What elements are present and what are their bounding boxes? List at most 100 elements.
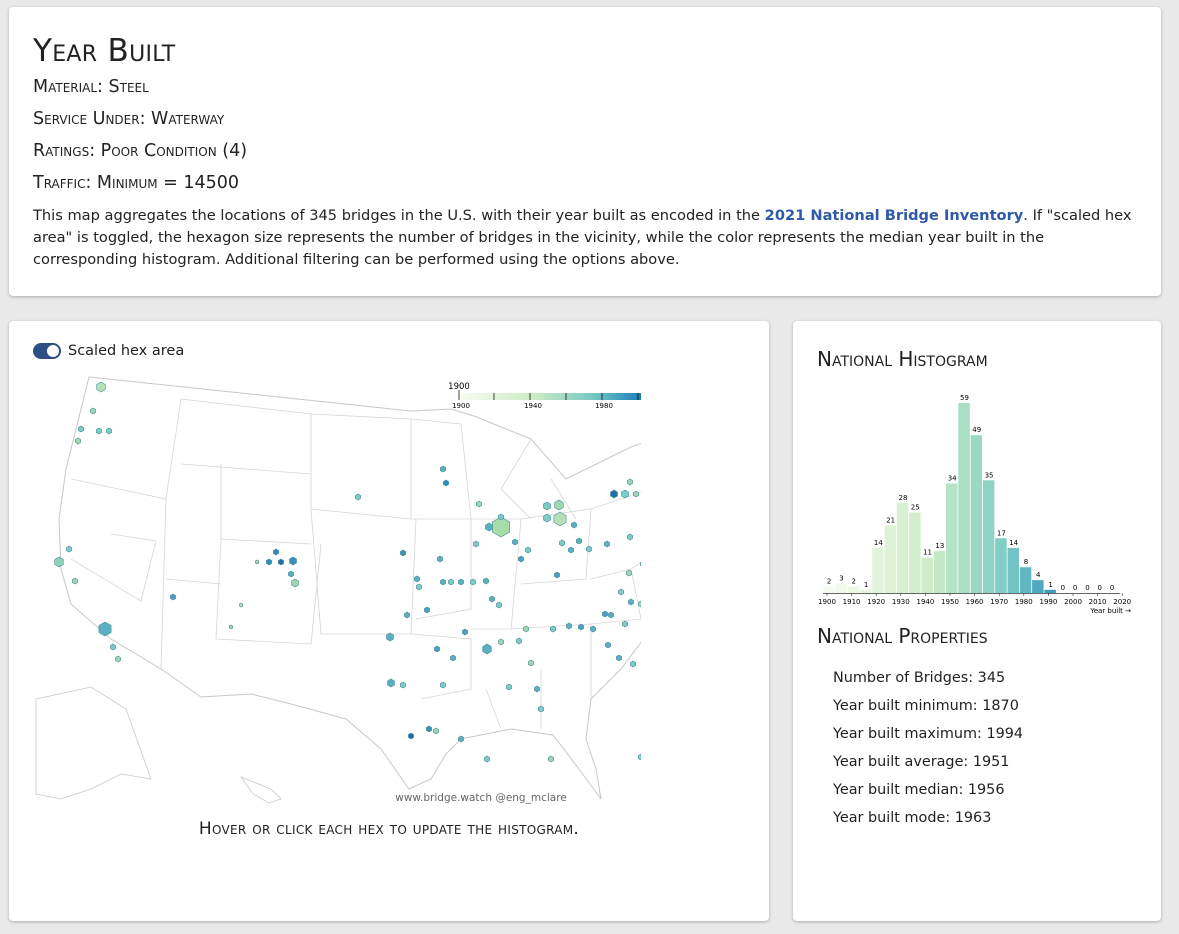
histogram-bar[interactable] (970, 435, 983, 593)
bridge-hex[interactable] (518, 555, 524, 563)
bridge-hex[interactable] (483, 577, 489, 585)
bridge-hex[interactable] (616, 654, 622, 662)
bridge-hex[interactable] (516, 637, 522, 645)
bridge-hex[interactable] (640, 561, 641, 567)
histogram-bar[interactable] (982, 480, 995, 593)
bridge-hex[interactable] (512, 538, 518, 546)
bridge-hex[interactable] (255, 559, 259, 565)
bridge-hex[interactable] (66, 545, 72, 553)
histogram-bar[interactable] (933, 551, 946, 593)
bridge-hex[interactable] (482, 643, 492, 655)
bridge-hex[interactable] (462, 628, 468, 636)
hex-layer[interactable] (54, 381, 641, 763)
bridge-hex[interactable] (75, 437, 81, 445)
bridge-hex[interactable] (559, 539, 565, 547)
bridge-hex[interactable] (553, 511, 567, 527)
histogram-bar[interactable] (958, 403, 970, 593)
bridge-hex[interactable] (489, 595, 495, 603)
bridge-hex[interactable] (627, 478, 633, 486)
us-hex-map[interactable]: 1900 2021 1900 1940 1980 2020 www.bridge… (31, 369, 641, 809)
bridge-hex[interactable] (448, 578, 454, 586)
bridge-hex[interactable] (426, 725, 432, 733)
bridge-hex[interactable] (437, 555, 443, 563)
bridge-hex[interactable] (523, 625, 529, 633)
bridge-hex[interactable] (98, 621, 112, 637)
bridge-hex[interactable] (458, 578, 464, 586)
histogram-bar[interactable] (946, 483, 958, 593)
bridge-hex[interactable] (602, 610, 608, 618)
histogram-bar[interactable] (847, 586, 860, 593)
bridge-hex[interactable] (622, 620, 628, 628)
bridge-hex[interactable] (548, 755, 554, 763)
bridge-hex[interactable] (458, 735, 464, 743)
bridge-hex[interactable] (543, 501, 551, 511)
bridge-hex[interactable] (638, 753, 641, 761)
bridge-hex[interactable] (538, 705, 544, 713)
histogram-bar[interactable] (1007, 547, 1020, 593)
bridge-hex[interactable] (440, 465, 446, 473)
bridge-hex[interactable] (566, 622, 572, 630)
bridge-hex[interactable] (72, 577, 78, 585)
bridge-hex[interactable] (550, 625, 556, 633)
bridge-hex[interactable] (525, 546, 531, 554)
bridge-hex[interactable] (355, 493, 361, 501)
bridge-hex[interactable] (630, 660, 636, 668)
bridge-hex[interactable] (291, 578, 299, 588)
bridge-hex[interactable] (387, 678, 395, 688)
bridge-hex[interactable] (404, 611, 410, 619)
bridge-hex[interactable] (229, 624, 233, 630)
bridge-hex[interactable] (414, 575, 420, 583)
bridge-hex[interactable] (528, 659, 534, 667)
histogram-bar[interactable] (884, 525, 897, 593)
histogram-bar[interactable] (1044, 589, 1056, 593)
nbi-link[interactable]: 2021 National Bridge Inventory (764, 207, 1024, 224)
bridge-hex[interactable] (628, 598, 634, 606)
bridge-hex[interactable] (498, 638, 504, 646)
bridge-hex[interactable] (571, 521, 577, 529)
histogram-bar[interactable] (1019, 567, 1032, 593)
bridge-hex[interactable] (289, 556, 297, 566)
bridge-hex[interactable] (485, 522, 493, 532)
bridge-hex[interactable] (110, 643, 116, 651)
bridge-hex[interactable] (434, 645, 440, 653)
bridge-hex[interactable] (608, 611, 614, 619)
bridge-hex[interactable] (443, 479, 449, 487)
bridge-hex[interactable] (621, 489, 629, 499)
histogram-bar[interactable] (1032, 580, 1044, 593)
bridge-hex[interactable] (605, 641, 611, 649)
bridge-hex[interactable] (400, 549, 406, 557)
bridge-hex[interactable] (618, 588, 624, 596)
bridge-hex[interactable] (386, 632, 394, 642)
bridge-hex[interactable] (473, 540, 479, 548)
bridge-hex[interactable] (433, 727, 439, 735)
bridge-hex[interactable] (400, 681, 406, 689)
scaled-hex-toggle[interactable] (33, 343, 61, 359)
bridge-hex[interactable] (633, 490, 639, 498)
bridge-hex[interactable] (278, 558, 284, 566)
bridge-hex[interactable] (484, 755, 490, 763)
bridge-hex[interactable] (273, 548, 279, 556)
histogram-bar[interactable] (872, 547, 884, 593)
bridge-hex[interactable] (627, 533, 633, 541)
bridge-hex[interactable] (106, 427, 112, 435)
bridge-hex[interactable] (554, 571, 560, 579)
bridge-hex[interactable] (96, 381, 106, 393)
bridge-hex[interactable] (239, 602, 243, 608)
bridge-hex[interactable] (534, 685, 540, 693)
bridge-hex[interactable] (638, 600, 641, 608)
bridge-hex[interactable] (496, 601, 502, 609)
scaled-hex-toggle-row[interactable]: Scaled hex area (33, 343, 184, 359)
bridge-hex[interactable] (568, 546, 574, 554)
bridge-hex[interactable] (78, 425, 84, 433)
histogram-bar[interactable] (909, 512, 921, 593)
histogram-bar[interactable] (921, 557, 933, 593)
histogram-bar[interactable] (995, 538, 1007, 593)
bridge-hex[interactable] (506, 683, 512, 691)
bridge-hex[interactable] (610, 489, 618, 499)
bridge-hex[interactable] (578, 623, 584, 631)
bridge-hex[interactable] (576, 537, 582, 545)
bridge-hex[interactable] (266, 558, 272, 566)
bridge-hex[interactable] (476, 500, 482, 508)
bridge-hex[interactable] (554, 499, 564, 511)
